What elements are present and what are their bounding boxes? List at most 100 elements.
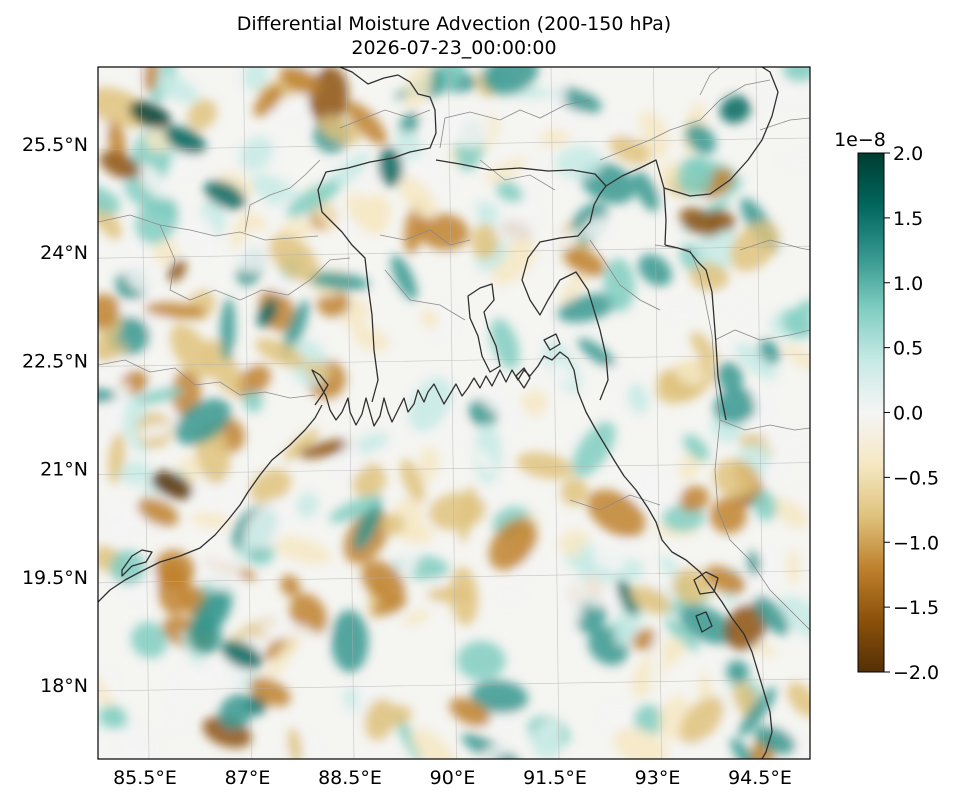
lon-tick-label: 87°E: [225, 767, 271, 789]
field-blob: [719, 95, 751, 124]
field-blob: [193, 472, 239, 509]
field-blob: [685, 123, 716, 155]
field-blob: [98, 185, 121, 215]
field-blob: [98, 193, 122, 240]
field-blob: [678, 485, 710, 512]
coastline-and-borders: [98, 67, 779, 759]
field-blob: [107, 121, 126, 158]
india-myanmar-border: [664, 244, 727, 421]
field-blob: [152, 238, 179, 265]
field-blob: [187, 616, 222, 655]
field-blob: [690, 331, 718, 366]
field-blob: [230, 242, 272, 273]
field-blob: [457, 640, 506, 681]
lon-tick-label: 85.5°E: [113, 767, 177, 789]
field-blob: [560, 478, 589, 506]
field-blob: [144, 302, 206, 319]
field-blob: [726, 660, 750, 684]
field-blob: [190, 512, 231, 528]
field-blob: [418, 102, 464, 145]
field-blob: [391, 255, 418, 301]
bangladesh-north-border: [435, 159, 607, 223]
meridian-line: [550, 67, 560, 759]
field-blob: [730, 737, 762, 759]
bangladesh-west-border: [317, 67, 437, 403]
field-blob: [129, 100, 171, 130]
field-blob: [174, 398, 231, 445]
parallel-line: [98, 678, 810, 692]
field-blob: [137, 163, 171, 200]
lat-tick-label: 22.5°N: [22, 350, 88, 372]
field-blob: [679, 207, 721, 237]
field-blob: [364, 193, 392, 229]
field-blob: [631, 628, 659, 651]
field-blob: [747, 550, 761, 576]
estuary-island: [543, 333, 561, 351]
india-east-coast: [98, 404, 323, 603]
field-blob: [98, 87, 148, 129]
field-blob: [119, 236, 154, 293]
field-blob: [257, 298, 278, 328]
field-blob: [676, 156, 714, 197]
field-blob: [98, 293, 120, 330]
field-blob: [269, 234, 319, 282]
field-blob: [470, 224, 499, 260]
field-blob: [120, 725, 160, 757]
field-blob: [204, 180, 246, 210]
field-blob: [557, 293, 617, 323]
field-blob: [648, 630, 664, 694]
field-blob: [329, 494, 383, 523]
field-blob: [402, 609, 431, 625]
map-area: [98, 67, 810, 759]
field-blob: [768, 496, 809, 528]
subtitle-text: 2026-07-23_00:00:00: [351, 37, 557, 59]
field-blob: [404, 67, 433, 109]
field-blob: [730, 221, 780, 272]
myanmar-coast: [573, 369, 773, 759]
parallel-line: [98, 462, 810, 475]
field-blob: [101, 508, 130, 533]
field-blob: [98, 343, 128, 363]
title-text: Differential Moisture Advection (200-150…: [236, 13, 672, 35]
field-blob: [587, 489, 646, 538]
field-blob: [426, 586, 474, 603]
field-blob: [629, 585, 671, 615]
field-blob: [516, 452, 574, 480]
lat-tick-label: 19.5°N: [22, 567, 88, 589]
field-blob: [616, 541, 637, 561]
field-blob: [410, 727, 458, 759]
colorbar-tick-label: 2.0: [893, 143, 923, 165]
field-blob: [303, 361, 333, 379]
field-blob: [753, 595, 789, 635]
cheduba-island: [695, 611, 713, 633]
field-blob: [119, 461, 152, 486]
field-blob: [249, 677, 291, 707]
colorbar-tick-label: 0.0: [893, 403, 923, 425]
field-blob: [296, 492, 319, 518]
field-blob: [660, 297, 696, 321]
field-blob: [330, 610, 369, 673]
field-blob: [490, 238, 536, 285]
field-blob: [616, 579, 639, 616]
meridian-line: [448, 67, 457, 759]
field-blob: [493, 198, 542, 245]
ramree-island: [693, 571, 719, 595]
field-blob: [234, 365, 271, 399]
field-blob: [171, 369, 201, 417]
colorbar-tick-label: −1.5: [893, 597, 939, 619]
field-blob: [776, 152, 810, 169]
field-blob: [340, 434, 359, 490]
field-blob: [677, 737, 712, 759]
field-blob: [110, 549, 146, 586]
field-blob: [548, 229, 582, 255]
lat-tick-label: 18°N: [40, 675, 88, 697]
field-blob: [381, 513, 406, 536]
colorbar: 1e−8 2.0 1.5 1.0 0.5 0.0 −0.5 −1.0 −1.5 −2.0: [834, 129, 939, 684]
field-blob: [753, 490, 777, 521]
lat-tick-label: 21°N: [40, 459, 88, 481]
field-blob: [135, 198, 179, 244]
meridian-line: [755, 67, 765, 759]
field-blob: [137, 422, 172, 440]
field-blob: [418, 213, 469, 251]
